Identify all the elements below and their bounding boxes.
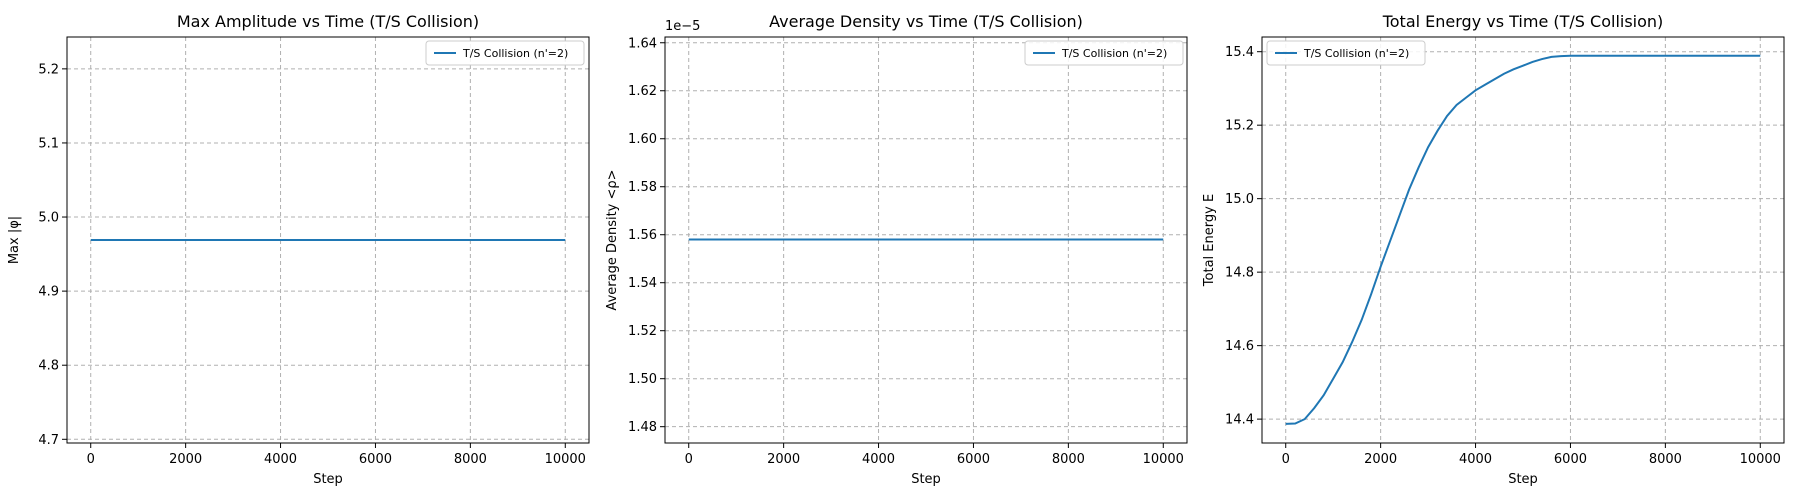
y-tick-label: 15.2 xyxy=(1225,119,1254,134)
y-tick-label: 5.1 xyxy=(38,136,59,151)
x-tick-label: 10000 xyxy=(1143,452,1184,467)
chart-panel-2: 0 2000 4000 6000 8000 10000 1.48 1.50 1.52 1.54 1.… xyxy=(605,12,1188,487)
x-axis-label: Step xyxy=(1508,472,1538,487)
y-tick-label: 4.8 xyxy=(38,359,59,374)
y-tick-label: 5.0 xyxy=(38,211,59,226)
x-tick-label: 2000 xyxy=(767,452,800,467)
y-tick-label: 4.9 xyxy=(38,285,59,300)
y-axis-label: Average Density <ρ> xyxy=(605,169,620,310)
x-tick-label: 4000 xyxy=(862,452,895,467)
x-tick-label: 8000 xyxy=(1052,452,1085,467)
y-tick-label: 4.7 xyxy=(38,433,59,448)
y-tick-label: 1.52 xyxy=(628,324,657,339)
plot-frame xyxy=(1261,36,1785,444)
legend: T/S Collision (n'=2) xyxy=(425,40,585,66)
legend-frame xyxy=(425,40,585,66)
y-tick-label: 14.4 xyxy=(1225,413,1254,428)
legend-frame xyxy=(1024,40,1184,66)
y-tick-label: 1.56 xyxy=(628,228,657,243)
y-tick-label: 14.6 xyxy=(1225,339,1254,354)
y-tick-label: 1.48 xyxy=(628,420,657,435)
legend-frame xyxy=(1266,40,1426,66)
series-line xyxy=(1285,54,1761,425)
x-axis-label: Step xyxy=(911,472,941,487)
x-axis-label: Step xyxy=(313,472,343,487)
chart-panel-1: 0 2000 4000 6000 8000 10000 4.7 4.8 4.9 5.0 5.1 5.2… xyxy=(7,12,590,487)
x-tick-label: 6000 xyxy=(1554,452,1587,467)
x-tick-label: 4000 xyxy=(1459,452,1492,467)
x-tick-label: 4000 xyxy=(264,452,297,467)
x-tick-label: 2000 xyxy=(169,452,202,467)
x-tick-label: 8000 xyxy=(454,452,487,467)
y-tick-label: 5.2 xyxy=(38,62,59,77)
y-offset-text: 1e−5 xyxy=(665,19,700,34)
legend: T/S Collision (n'=2) xyxy=(1266,40,1426,66)
x-tick-label: 0 xyxy=(87,452,95,467)
x-tick-label: 8000 xyxy=(1649,452,1682,467)
plot-frame xyxy=(664,36,1188,444)
x-tick-label: 10000 xyxy=(545,452,586,467)
y-tick-label: 1.58 xyxy=(628,180,657,195)
legend-label: T/S Collision (n'=2) xyxy=(1061,47,1167,60)
chart-title: Average Density vs Time (T/S Collision) xyxy=(769,12,1083,31)
plot-frame xyxy=(66,36,590,444)
y-tick-label: 15.4 xyxy=(1225,45,1254,60)
chart-title: Max Amplitude vs Time (T/S Collision) xyxy=(177,12,479,31)
x-tick-label: 0 xyxy=(685,452,693,467)
x-tick-label: 6000 xyxy=(359,452,392,467)
legend: T/S Collision (n'=2) xyxy=(1024,40,1184,66)
chart-panel-3: 0 2000 4000 6000 8000 10000 14.4 14.6 14.8 15.0 15… xyxy=(1202,12,1785,487)
legend-label: T/S Collision (n'=2) xyxy=(1303,47,1409,60)
y-tick-label: 1.64 xyxy=(628,36,657,51)
x-tick-label: 0 xyxy=(1282,452,1290,467)
y-tick-label: 1.62 xyxy=(628,84,657,99)
y-tick-label: 15.0 xyxy=(1225,192,1254,207)
x-tick-label: 2000 xyxy=(1364,452,1397,467)
legend-label: T/S Collision (n'=2) xyxy=(462,47,568,60)
x-tick-label: 10000 xyxy=(1740,452,1781,467)
chart-title: Total Energy vs Time (T/S Collision) xyxy=(1382,12,1664,31)
y-axis-label: Max |φ| xyxy=(7,216,22,264)
y-tick-label: 1.50 xyxy=(628,372,657,387)
y-axis-label: Total Energy E xyxy=(1202,194,1217,287)
y-tick-label: 1.54 xyxy=(628,276,657,291)
y-tick-label: 1.60 xyxy=(628,132,657,147)
y-tick-label: 14.8 xyxy=(1225,266,1254,281)
x-tick-label: 6000 xyxy=(957,452,990,467)
